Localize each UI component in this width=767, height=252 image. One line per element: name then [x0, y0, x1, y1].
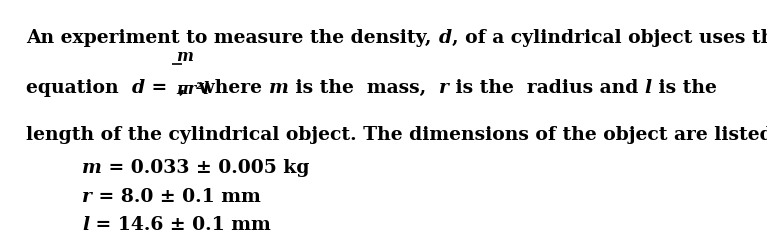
- Text: r: r: [439, 79, 449, 97]
- Text: is the  radius and: is the radius and: [449, 79, 645, 97]
- Text: = 14.6 ± 0.1 mm: = 14.6 ± 0.1 mm: [90, 216, 272, 234]
- Text: m: m: [269, 79, 289, 97]
- Text: d: d: [132, 79, 145, 97]
- Text: equation: equation: [27, 79, 132, 97]
- Text: m: m: [176, 48, 193, 65]
- Text: length of the cylindrical object. The dimensions of the object are listed below:: length of the cylindrical object. The di…: [27, 126, 767, 144]
- Text: = 8.0 ± 0.1 mm: = 8.0 ± 0.1 mm: [92, 187, 261, 206]
- Text: , of a cylindrical object uses the: , of a cylindrical object uses the: [452, 29, 767, 47]
- Text: =: =: [145, 79, 174, 97]
- Text: d: d: [439, 29, 452, 47]
- Text: l: l: [645, 79, 652, 97]
- Text: m: m: [82, 159, 102, 177]
- Text: πr²l: πr²l: [176, 81, 209, 98]
- Text: An experiment to measure the density,: An experiment to measure the density,: [27, 29, 439, 47]
- Text: is the  mass,: is the mass,: [289, 79, 439, 97]
- Text: ,  where: , where: [179, 79, 269, 97]
- Text: is the: is the: [652, 79, 717, 97]
- Text: l: l: [82, 216, 90, 234]
- Text: r: r: [82, 187, 92, 206]
- Text: = 0.033 ± 0.005 kg: = 0.033 ± 0.005 kg: [102, 159, 310, 177]
